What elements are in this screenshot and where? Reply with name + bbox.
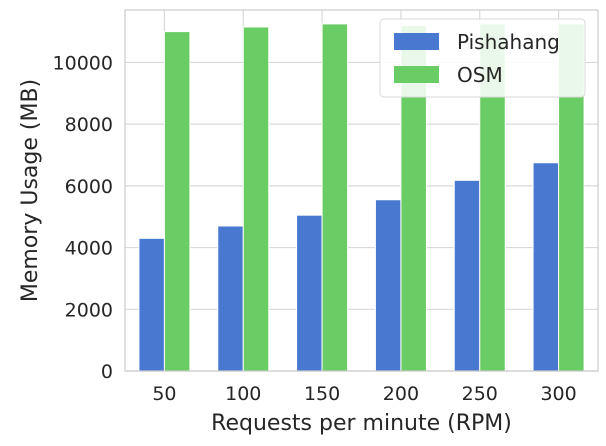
y-tick-label: 6000 [65,176,113,198]
bar-pishahang-300 [532,162,560,372]
bar-pishahang-250 [453,179,481,372]
x-tick-label: 200 [383,383,419,405]
bar-pishahang-200 [374,199,402,372]
bar-pishahang-100 [217,225,244,372]
x-tick-label: 50 [152,383,176,405]
legend: Pishahang OSM [379,18,586,98]
y-axis-title: Memory Usage (MB) [18,79,43,302]
legend-swatch-pishahang [394,33,439,50]
x-axis-title: Requests per minute (RPM) [211,411,512,436]
bar-pishahang-150 [296,214,323,372]
bar-osm-100 [242,26,270,372]
legend-label-osm: OSM [457,63,503,87]
bar-osm-150 [321,23,349,372]
x-tick-labels: 50 100 150 200 250 300 [152,383,576,405]
bar-pishahang-50 [138,237,165,372]
y-tick-label: 0 [101,361,113,383]
x-tick-label: 300 [540,383,576,405]
x-tick-label: 250 [462,383,498,405]
x-tick-label: 100 [225,383,261,405]
y-tick-label: 10000 [53,52,113,74]
y-tick-label: 2000 [65,299,113,321]
plot-frame [124,9,599,372]
y-tick-labels: 0 2000 4000 6000 8000 10000 [53,52,113,383]
y-tick-label: 4000 [65,238,113,260]
y-tick-label: 8000 [65,114,113,136]
bar-osm-50 [163,31,191,372]
x-tick-label: 150 [304,383,340,405]
legend-swatch-osm [394,66,439,83]
bars [138,23,585,372]
legend-label-pishahang: Pishahang [457,30,560,54]
